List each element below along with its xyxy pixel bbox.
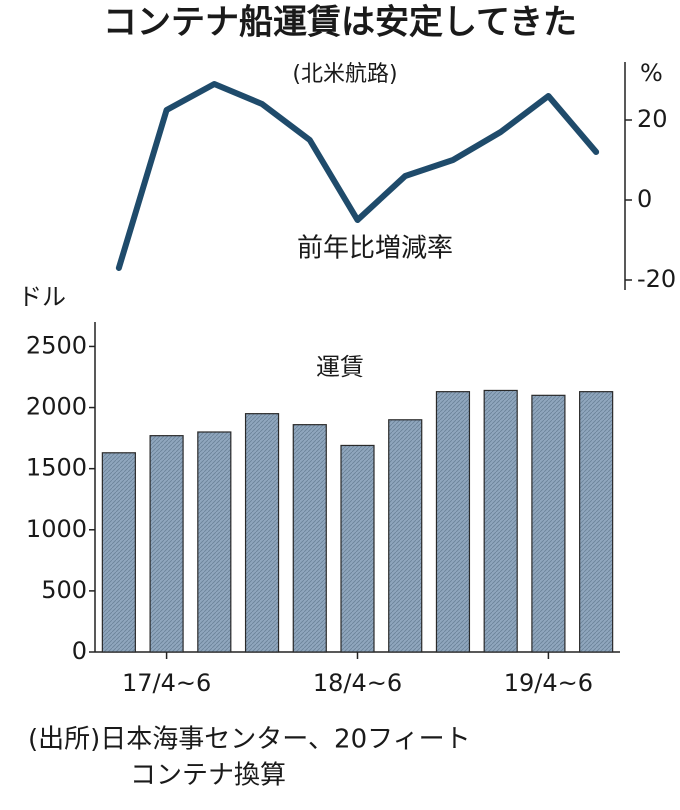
bar bbox=[149, 435, 184, 653]
subtitle: (北米航路) bbox=[292, 62, 397, 87]
line-label: 前年比増減率 bbox=[297, 234, 453, 264]
bar bbox=[292, 424, 327, 653]
y-tick-label: 1500 bbox=[26, 454, 87, 482]
y2-unit: % bbox=[640, 59, 663, 87]
bar bbox=[388, 419, 423, 653]
bar bbox=[101, 452, 136, 653]
y-tick-label: 2500 bbox=[26, 331, 87, 359]
x-tick-label: 17/4~6 bbox=[122, 669, 211, 697]
source: コンテナ換算 bbox=[130, 761, 286, 791]
bar bbox=[531, 394, 566, 653]
y-tick-label: 500 bbox=[41, 576, 87, 604]
bar bbox=[435, 391, 471, 653]
line bbox=[115, 81, 600, 271]
x-tick-label: 18/4~6 bbox=[313, 669, 402, 697]
bar bbox=[244, 413, 280, 653]
y2-tick-label: 0 bbox=[637, 185, 652, 213]
y-tick-label: 1000 bbox=[26, 515, 87, 543]
bar bbox=[579, 391, 614, 653]
x-tick-label: 19/4~6 bbox=[504, 669, 593, 697]
chart-title: コンテナ船運賃は安定してきた bbox=[103, 3, 577, 43]
bar bbox=[197, 431, 232, 653]
source: (出所)日本海事センター、20フィート bbox=[28, 725, 471, 755]
y-tick-label: 2000 bbox=[26, 393, 87, 421]
y-tick-label: 0 bbox=[72, 637, 87, 665]
y2-tick-label: 20 bbox=[637, 105, 668, 133]
y2-tick-label: -20 bbox=[637, 265, 676, 293]
bar-label: 運賃 bbox=[316, 353, 364, 381]
y-unit: ドル bbox=[18, 283, 66, 311]
bar bbox=[483, 389, 518, 653]
bar bbox=[340, 444, 375, 653]
